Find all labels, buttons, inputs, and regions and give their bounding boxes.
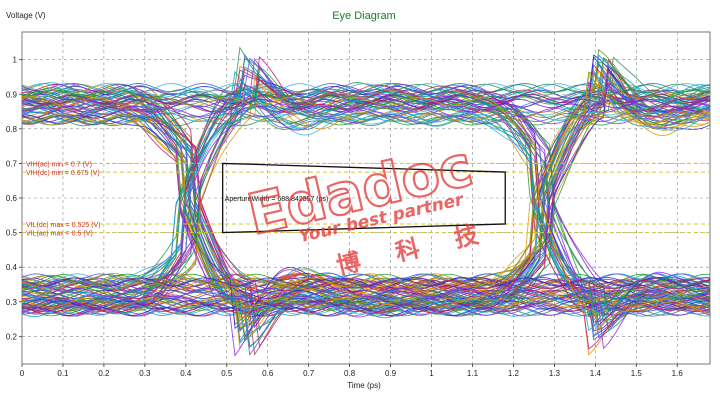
- eye-trace: [22, 75, 710, 313]
- threshold-label: VIL(dc) max = 0.525 (V): [26, 222, 101, 229]
- aperture-width-label: ApertureWidth = 688.842857 (ps): [225, 196, 329, 203]
- eye-trace: [22, 48, 710, 312]
- eye-traces: [22, 46, 710, 357]
- x-tick-label: 1: [429, 369, 434, 378]
- eye-trace: [22, 90, 710, 311]
- x-tick-label: 1.3: [549, 369, 561, 378]
- eye-trace: [22, 71, 710, 343]
- x-tick-label: 1.5: [631, 369, 643, 378]
- x-tick-label: 0.7: [303, 369, 315, 378]
- y-ticks: 0.2 0.3 0.4 0.5 0.6 0.7 0.8 0.9 1: [6, 56, 22, 341]
- eye-trace: [22, 80, 710, 290]
- eye-trace: [22, 107, 710, 318]
- eye-trace: [22, 84, 710, 298]
- y-tick-label: 1: [13, 56, 18, 65]
- eye-trace: [22, 83, 710, 357]
- y-tick-label: 0.5: [6, 229, 18, 238]
- y-tick-label: 0.3: [6, 298, 18, 307]
- y-tick-label: 0.6: [6, 194, 18, 203]
- eye-trace: [22, 70, 710, 291]
- eye-trace: [22, 87, 710, 333]
- eye-trace: [22, 84, 710, 323]
- eye-trace: [22, 98, 710, 109]
- y-axis-label: Voltage (V): [6, 11, 46, 20]
- chart-title: Eye Diagram: [332, 10, 396, 22]
- eye-trace: [22, 68, 710, 332]
- eye-trace: [22, 85, 710, 327]
- eye-mask-outline: [222, 162, 506, 234]
- eye-trace: [22, 54, 710, 316]
- x-tick-label: 0.9: [385, 369, 397, 378]
- threshold-levels: VIH(ac) min = 0.7 (V) VIH(dc) min = 0.675…: [22, 161, 710, 238]
- eye-trace: [22, 88, 710, 283]
- x-tick-label: 0.8: [344, 369, 356, 378]
- threshold-label: VIH(dc) min = 0.675 (V): [26, 170, 100, 177]
- eye-trace: [22, 57, 710, 339]
- y-tick-label: 0.8: [6, 125, 18, 134]
- x-tick-label: 0.1: [57, 369, 69, 378]
- threshold-label: VIH(ac) min = 0.7 (V): [26, 161, 92, 168]
- y-tick-label: 0.4: [6, 263, 18, 272]
- eye-trace: [22, 273, 710, 283]
- x-tick-label: 1.4: [590, 369, 602, 378]
- eye-trace: [22, 88, 710, 337]
- eye-trace: [22, 69, 710, 315]
- x-tick-label: 1.1: [467, 369, 479, 378]
- eye-trace: [22, 94, 710, 286]
- eye-trace: [22, 109, 710, 302]
- threshold-label: VIL(ac) max = 0.5 (V): [26, 231, 93, 238]
- x-tick-label: 0.6: [262, 369, 274, 378]
- x-tick-label: 0.5: [221, 369, 233, 378]
- eye-trace: [22, 93, 710, 315]
- x-tick-label: 0.2: [98, 369, 110, 378]
- eye-mask: ApertureWidth = 688.842857 (ps): [222, 162, 506, 234]
- x-ticks: 0 0.1 0.2 0.3 0.4 0.5 0.6 0.7 0.8 0.9 1 1.1 1.2 1.3 1.…: [20, 364, 684, 378]
- eye-trace: [22, 75, 710, 309]
- eye-trace: [22, 96, 710, 329]
- x-tick-label: 0: [20, 369, 25, 378]
- x-tick-label: 1.6: [672, 369, 684, 378]
- y-tick-label: 0.2: [6, 332, 18, 341]
- eye-trace: [22, 86, 710, 315]
- x-axis-label: Time (ps): [347, 381, 381, 390]
- eye-trace: [22, 100, 710, 311]
- x-tick-label: 0.4: [180, 369, 192, 378]
- eye-trace: [22, 273, 710, 285]
- eye-trace: [22, 115, 710, 330]
- eye-trace: [22, 71, 710, 329]
- x-tick-label: 0.3: [139, 369, 151, 378]
- y-tick-label: 0.7: [6, 159, 18, 168]
- eye-trace: [22, 114, 710, 312]
- eye-trace: [22, 54, 710, 342]
- y-tick-label: 0.9: [6, 90, 18, 99]
- x-tick-label: 1.2: [508, 369, 520, 378]
